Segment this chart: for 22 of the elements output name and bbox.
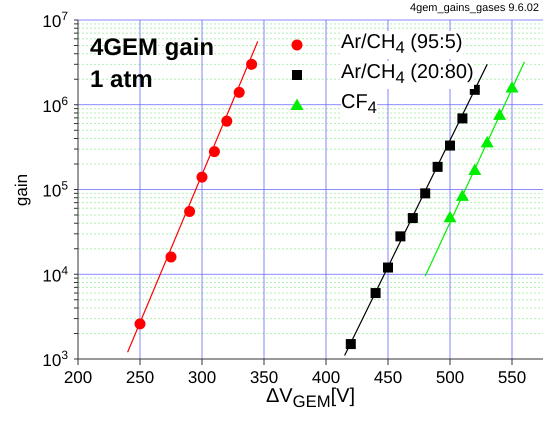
- point: [444, 210, 456, 222]
- legend-label: Ar/CH$_{4}$ (20:80): [341, 61, 474, 87]
- y-tick-label: 10$^{6}$: [42, 94, 68, 116]
- y-tick-label: 10$^{4}$: [42, 263, 68, 286]
- x-tick-label: 300: [188, 368, 216, 387]
- x-axis-title: ΔV$_{GEM}$[V]: [266, 385, 356, 411]
- x-tick-label: 500: [436, 368, 464, 387]
- y-tick-label: 10$^{7}$: [42, 9, 68, 31]
- x-tick-label: 250: [126, 368, 154, 387]
- text: 4gem_gains_gases 9.6.02: [410, 2, 539, 14]
- x-tick-label: 400: [312, 368, 340, 387]
- x-tick-label: 450: [374, 368, 402, 387]
- legend-label: CF$_{4}$: [341, 91, 377, 117]
- x-tick-label: 200: [64, 368, 92, 387]
- x-tick-label: 550: [498, 368, 526, 387]
- x-tick-label: 350: [250, 368, 278, 387]
- annotation: 1 atm: [90, 66, 153, 93]
- y-axis-title: gain: [12, 174, 32, 206]
- y-tick-label: 10$^{3}$: [42, 348, 68, 370]
- annotation: 4GEM gain: [90, 34, 214, 61]
- legend-label: Ar/CH$_{4}$ (95:5): [341, 31, 463, 57]
- y-tick-label: 10$^{5}$: [42, 178, 68, 200]
